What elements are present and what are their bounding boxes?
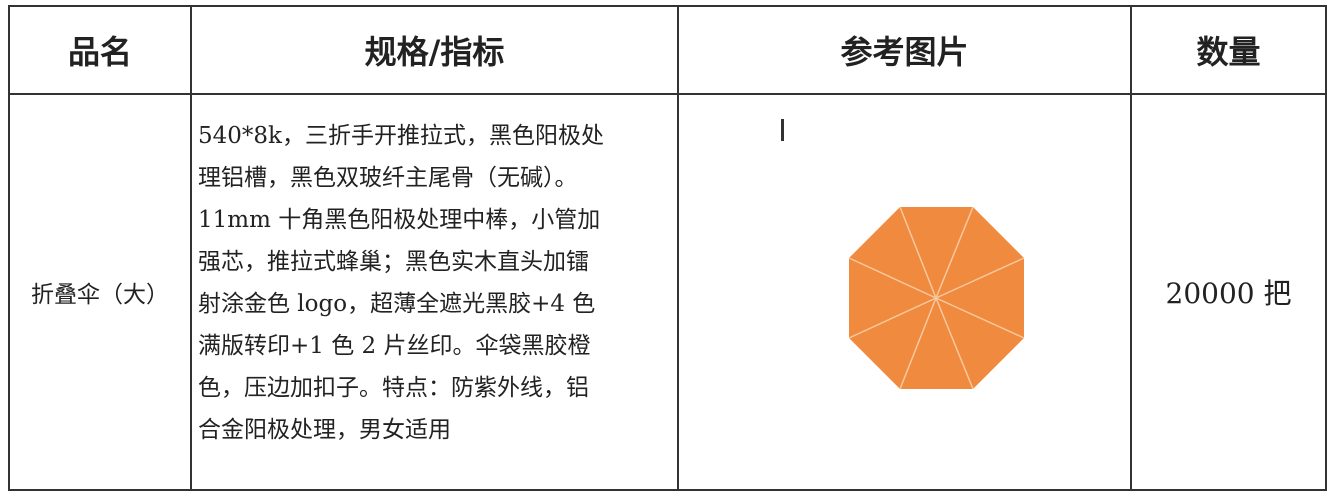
- spec-line: 射涂金色 logo，超薄全遮光黑胶+4 色: [198, 291, 596, 317]
- header-cell: 参考图片: [677, 5, 1132, 95]
- spec-cell: 540*8k，三折手开推拉式，黑色阳极处 理铝槽，黑色双玻纤主尾骨（无碱）。 11m…: [190, 93, 679, 491]
- spec-line: 满版转印+1 色 2 片丝印。伞袋黑胶橙: [198, 333, 591, 359]
- spec-line: 540*8k，三折手开推拉式，黑色阳极处: [198, 123, 604, 149]
- speck: [780, 119, 784, 141]
- spec-line: 11mm 十角黑色阳极处理中棒，小管加: [198, 207, 601, 233]
- header-cell: 品名: [8, 5, 192, 95]
- product-table: 品名 规格/指标 参考图片 数量 折叠伞（大） 540*8k，三折手开推拉式，黑…: [8, 5, 1327, 491]
- product-name: 折叠伞（大）: [8, 93, 192, 491]
- spec-line: 合金阳极处理，男女适用: [198, 417, 451, 443]
- page: 品名 规格/指标 参考图片 数量 折叠伞（大） 540*8k，三折手开推拉式，黑…: [8, 5, 1327, 491]
- umbrella-image: [780, 119, 1024, 390]
- image-cell: [677, 93, 1132, 491]
- umbrella-ribs: [848, 206, 1024, 390]
- header-cell: 规格/指标: [190, 5, 679, 95]
- data-row: 折叠伞（大） 540*8k，三折手开推拉式，黑色阳极处 理铝槽，黑色双玻纤主尾骨（…: [8, 93, 1327, 491]
- spec-line: 色，压边加扣子。特点：防紫外线，铝: [198, 375, 589, 401]
- header-cell: 数量: [1130, 5, 1327, 95]
- header-row: 品名 规格/指标 参考图片 数量: [8, 5, 1327, 95]
- spec-line: 理铝槽，黑色双玻纤主尾骨（无碱）。: [198, 165, 578, 191]
- spec-line: 强芯，推拉式蜂巢；黑色实木直头加镭: [198, 249, 589, 275]
- quantity: 20000 把: [1130, 93, 1327, 491]
